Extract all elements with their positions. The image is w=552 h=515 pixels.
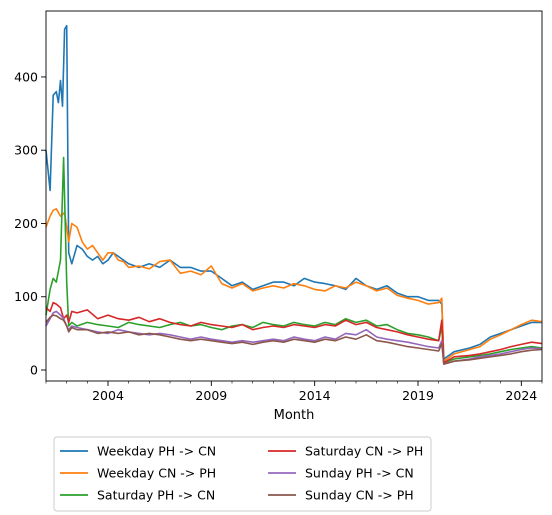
legend-items: Weekday PH -> CN Weekday CN -> PH Saturday… [60, 444, 423, 503]
x-tick-label: 2024 [505, 388, 537, 403]
series-line-6 [45, 314, 543, 365]
x-tick-label: 2009 [195, 388, 227, 403]
legend-label: Weekday PH -> CN [97, 444, 216, 459]
legend-label: Saturday PH -> CN [97, 488, 215, 503]
legend-label: Sunday CN -> PH [305, 488, 414, 503]
series-layer [45, 24, 543, 365]
series-line-2 [45, 208, 543, 362]
x-tick-label: 2014 [299, 388, 331, 403]
legend-frame [53, 436, 432, 512]
legend-label: Sunday PH -> CN [305, 466, 414, 481]
legend: Weekday PH -> CN Weekday CN -> PH Saturday… [53, 436, 432, 512]
series-line-1 [45, 24, 542, 360]
plot-background [46, 11, 542, 381]
x-tick-label: 2019 [402, 388, 434, 403]
y-axis: 0 100 200 300 400 [14, 69, 46, 378]
legend-label: Saturday CN -> PH [305, 444, 423, 459]
x-axis-title: Month [274, 408, 315, 423]
y-tick-label: 400 [14, 69, 38, 84]
y-tick-label: 100 [14, 289, 38, 304]
y-tick-label: 200 [14, 216, 38, 231]
legend-label: Weekday CN -> PH [97, 466, 216, 481]
y-tick-label: 0 [30, 363, 38, 378]
x-tick-label: 2004 [92, 388, 124, 403]
y-tick-label: 300 [14, 143, 38, 158]
x-axis: 2004 2009 2014 2019 2024 [45, 381, 543, 403]
